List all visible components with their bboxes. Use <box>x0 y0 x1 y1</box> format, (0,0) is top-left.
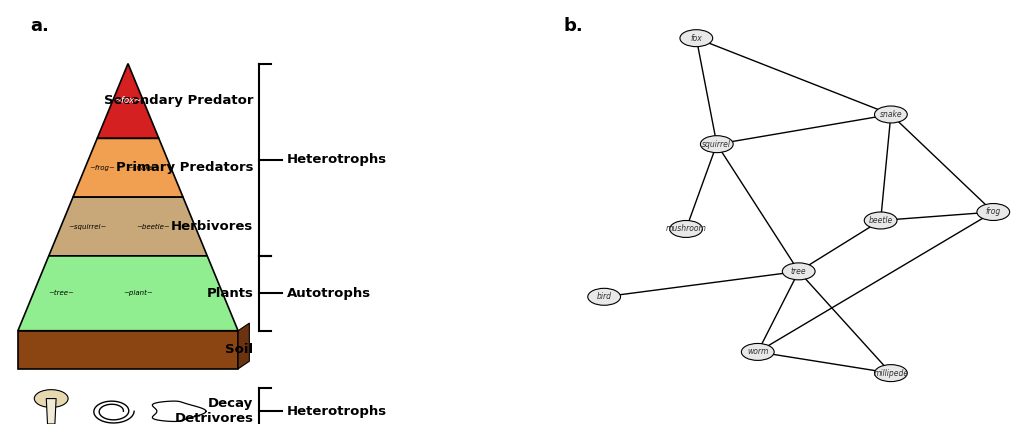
Text: Decay
Detrivores: Decay Detrivores <box>174 397 254 424</box>
Ellipse shape <box>680 30 713 47</box>
Text: Plants: Plants <box>207 287 254 300</box>
Text: Primary Predators: Primary Predators <box>116 161 254 174</box>
Ellipse shape <box>782 263 815 280</box>
Text: Autotrophs: Autotrophs <box>287 287 371 300</box>
Text: worm: worm <box>748 347 768 357</box>
Ellipse shape <box>700 136 733 153</box>
Ellipse shape <box>670 220 702 237</box>
Text: a.: a. <box>31 17 49 35</box>
Text: b.: b. <box>563 17 583 35</box>
Text: ~plant~: ~plant~ <box>123 290 154 296</box>
Text: Secondary Predator: Secondary Predator <box>104 95 254 108</box>
Text: ~tree~: ~tree~ <box>48 290 75 296</box>
Text: tree: tree <box>791 267 807 276</box>
Text: beetle: beetle <box>868 216 893 225</box>
Text: mushroom: mushroom <box>666 224 707 234</box>
Polygon shape <box>238 323 250 369</box>
Ellipse shape <box>588 288 621 305</box>
Ellipse shape <box>977 204 1010 220</box>
Polygon shape <box>17 256 238 331</box>
Text: frog: frog <box>986 207 1000 217</box>
Ellipse shape <box>874 365 907 382</box>
Ellipse shape <box>874 106 907 123</box>
Text: millipede: millipede <box>873 368 908 378</box>
Text: ~fox~: ~fox~ <box>115 97 141 106</box>
Polygon shape <box>49 197 207 256</box>
Text: Heterotrophs: Heterotrophs <box>287 153 387 166</box>
Text: Heterotrophs: Heterotrophs <box>287 405 387 418</box>
Text: ~beetle~: ~beetle~ <box>137 223 170 229</box>
Text: ~squirrel~: ~squirrel~ <box>68 223 106 229</box>
Ellipse shape <box>864 212 897 229</box>
Polygon shape <box>18 331 238 369</box>
Ellipse shape <box>35 390 68 407</box>
Ellipse shape <box>741 343 774 360</box>
Text: ~snake~: ~snake~ <box>127 165 160 171</box>
Text: snake: snake <box>880 110 902 119</box>
Text: Soil: Soil <box>225 343 254 356</box>
Polygon shape <box>73 138 183 197</box>
Text: bird: bird <box>597 292 611 301</box>
Polygon shape <box>97 64 159 138</box>
Polygon shape <box>46 399 56 424</box>
Text: fox: fox <box>690 33 702 43</box>
Text: Herbivores: Herbivores <box>171 220 254 233</box>
Text: squirrel: squirrel <box>702 139 731 149</box>
Text: ~frog~: ~frog~ <box>89 165 116 171</box>
